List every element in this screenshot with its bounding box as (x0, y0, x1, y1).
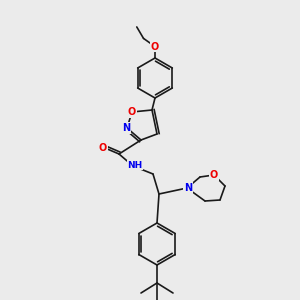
Text: O: O (128, 107, 136, 117)
Text: N: N (184, 183, 192, 193)
Text: NH: NH (128, 160, 142, 169)
Text: O: O (151, 41, 159, 52)
Text: N: N (122, 123, 130, 133)
Text: O: O (99, 143, 107, 153)
Text: O: O (210, 170, 218, 180)
